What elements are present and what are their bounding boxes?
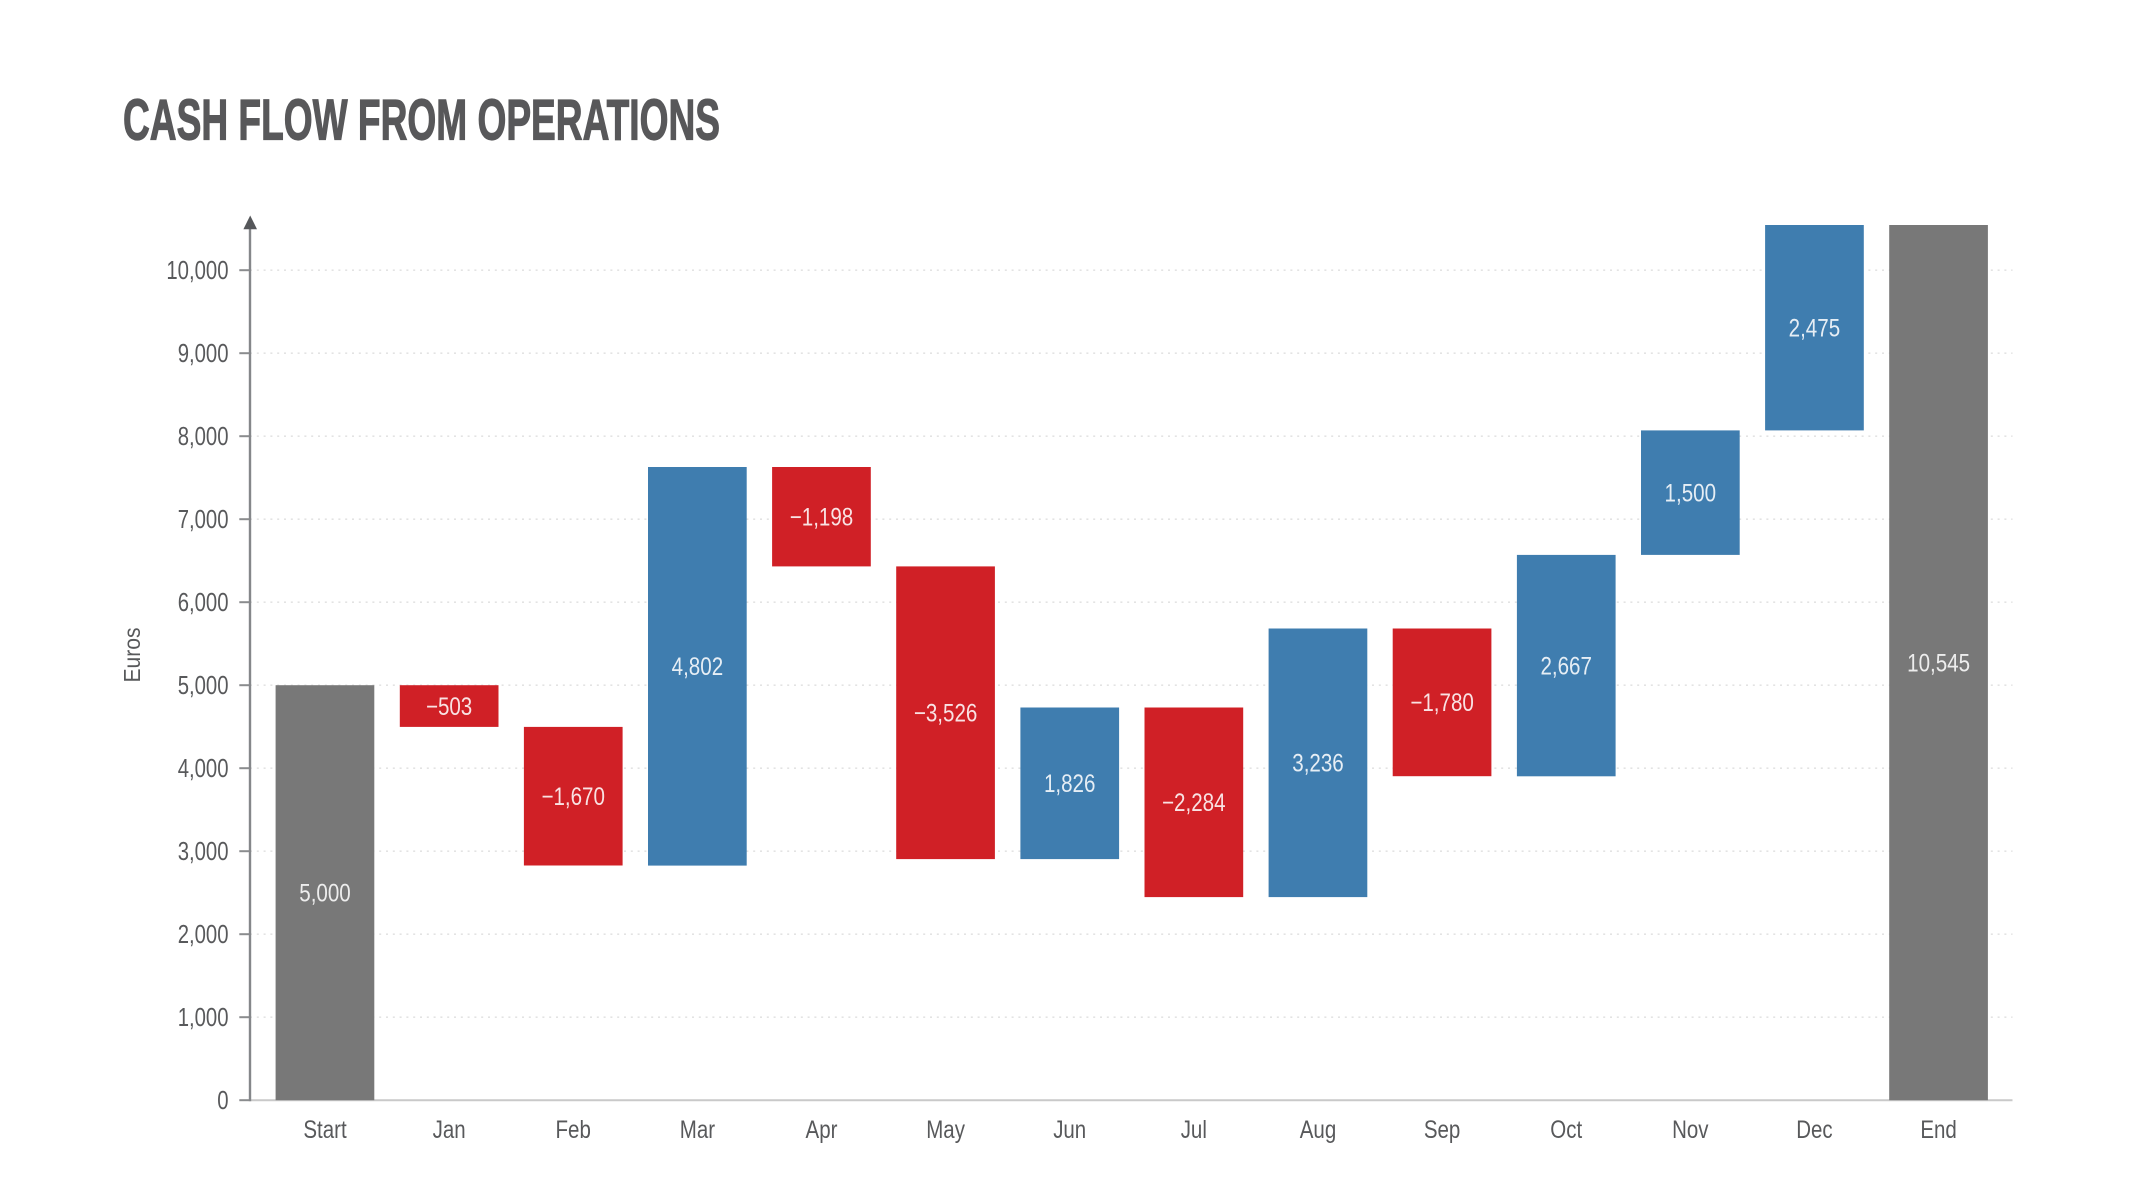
svg-text:3,236: 3,236 — [1292, 750, 1344, 778]
svg-text:Feb: Feb — [556, 1116, 591, 1144]
svg-text:10,545: 10,545 — [1907, 649, 1970, 677]
svg-text:1,500: 1,500 — [1665, 479, 1717, 507]
svg-text:−2,284: −2,284 — [1162, 789, 1226, 817]
svg-text:Aug: Aug — [1300, 1116, 1337, 1144]
svg-text:CASH FLOW FROM OPERATIONS: CASH FLOW FROM OPERATIONS — [123, 89, 720, 153]
svg-text:−3,526: −3,526 — [914, 700, 978, 728]
svg-text:Dec: Dec — [1796, 1116, 1832, 1144]
svg-text:1,000: 1,000 — [178, 1004, 229, 1032]
svg-text:2,667: 2,667 — [1540, 652, 1592, 680]
svg-text:0: 0 — [217, 1087, 228, 1115]
svg-text:−1,670: −1,670 — [541, 783, 605, 811]
svg-text:5,000: 5,000 — [299, 880, 351, 908]
svg-text:7,000: 7,000 — [178, 506, 229, 534]
svg-text:Jan: Jan — [433, 1116, 466, 1144]
svg-text:Nov: Nov — [1672, 1116, 1709, 1144]
svg-text:4,000: 4,000 — [178, 755, 229, 783]
svg-text:−503: −503 — [426, 693, 472, 721]
svg-text:1,826: 1,826 — [1044, 770, 1096, 798]
svg-text:2,475: 2,475 — [1789, 315, 1841, 343]
svg-text:5,000: 5,000 — [178, 672, 229, 700]
svg-text:2,000: 2,000 — [178, 921, 229, 949]
svg-text:Jul: Jul — [1181, 1116, 1207, 1144]
svg-text:−1,198: −1,198 — [790, 504, 854, 532]
svg-text:Start: Start — [303, 1116, 346, 1144]
svg-text:Jun: Jun — [1053, 1116, 1086, 1144]
svg-text:Euros: Euros — [119, 628, 145, 683]
svg-text:End: End — [1920, 1116, 1957, 1144]
svg-text:Sep: Sep — [1424, 1116, 1461, 1144]
svg-text:Apr: Apr — [806, 1116, 838, 1144]
svg-text:10,000: 10,000 — [166, 257, 228, 285]
svg-text:−1,780: −1,780 — [1410, 689, 1474, 717]
svg-text:6,000: 6,000 — [178, 589, 229, 617]
svg-text:4,802: 4,802 — [672, 653, 724, 681]
svg-text:May: May — [926, 1116, 965, 1144]
svg-text:Oct: Oct — [1550, 1116, 1582, 1144]
svg-text:Mar: Mar — [680, 1116, 715, 1144]
svg-text:9,000: 9,000 — [178, 340, 229, 368]
svg-text:8,000: 8,000 — [178, 423, 229, 451]
svg-text:3,000: 3,000 — [178, 838, 229, 866]
